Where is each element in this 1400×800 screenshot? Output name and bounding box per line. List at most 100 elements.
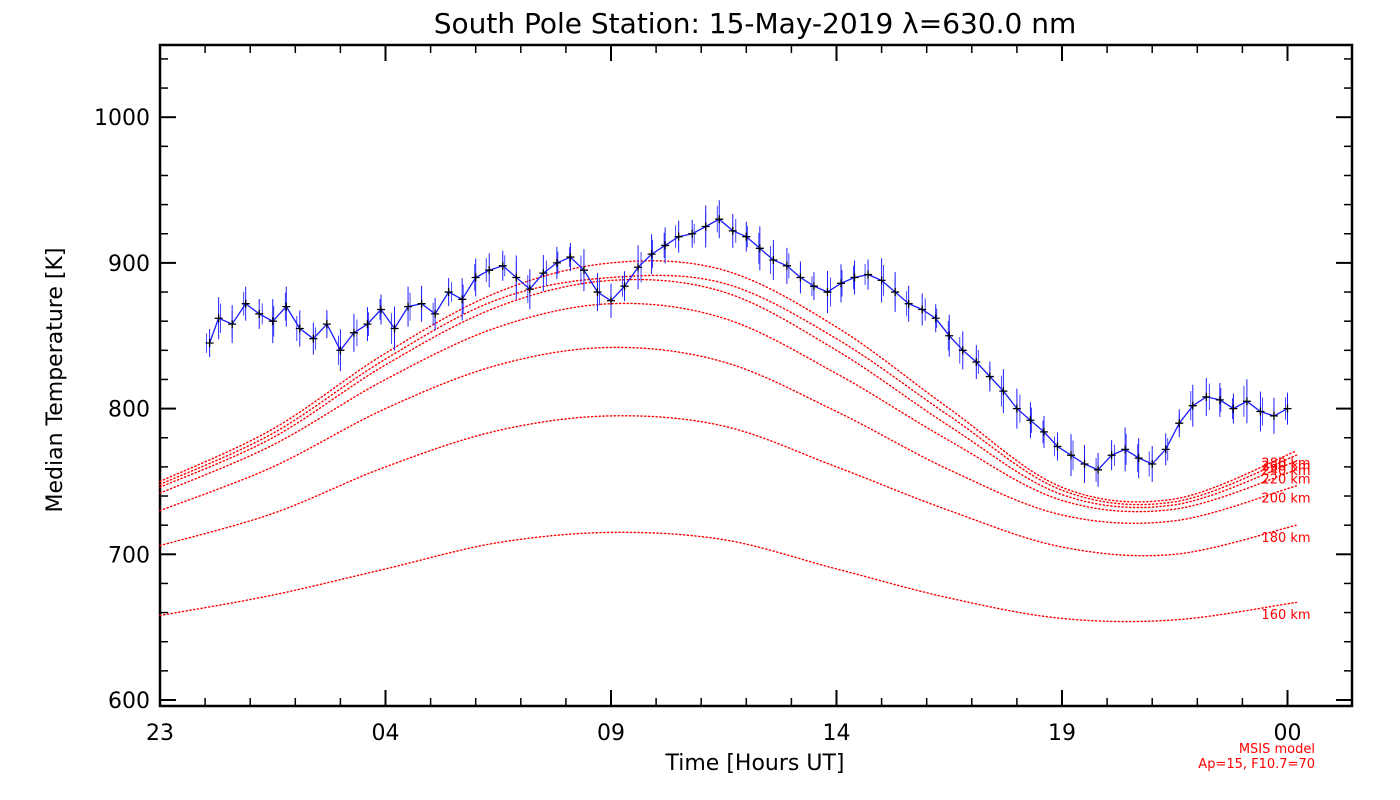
observed-point [1067,451,1076,460]
observed-point [322,320,331,329]
observed-point [1229,404,1238,413]
observed-point [1256,407,1265,416]
observed-point [566,253,575,262]
observed-point [1283,404,1292,413]
observed-point [295,324,304,333]
plot-frame [158,43,1354,708]
observed-point [864,270,873,279]
x-tick-label: 04 [372,721,400,746]
y-axis-label: Median Temperature [K] [43,248,68,513]
observed-point [336,346,345,355]
axes-group: 23 04 09 14 19 00 600 700 800 900 1000 [94,45,1352,746]
observed-point [728,226,737,235]
observed-point [214,314,223,323]
x-axis-label: Time [Hours UT] [665,751,845,776]
model-label-160-km: 160 km [1261,608,1310,623]
observed-point [579,266,588,275]
model-curve-180-km [159,415,1298,557]
observed-point [1148,459,1157,468]
observed-point [1134,454,1143,463]
observed-point [809,282,818,291]
observed-point [931,314,940,323]
observed-point [458,295,467,304]
observed-point [1269,411,1278,420]
x-tick-label: 14 [823,721,851,746]
observed-point [918,305,927,314]
x-tick-label: 23 [146,721,174,746]
observed-point [390,324,399,333]
observed-point [999,387,1008,396]
model-curve-240-km [159,278,1298,509]
observed-point [891,288,900,297]
observed-point [525,285,534,294]
observed-point [688,229,697,238]
observed-point [349,328,358,337]
observed-point [539,269,548,278]
observed-point [1026,416,1035,425]
observed-point [1188,401,1197,410]
y-tick-label: 900 [108,252,150,277]
observed-point [1215,395,1224,404]
observed-point [417,299,426,308]
observed-point [607,296,615,305]
observed-point [877,276,886,285]
observed-point [661,241,670,250]
observed-series-group [205,200,1292,487]
observed-point [1107,451,1116,460]
observed-point [674,232,683,241]
y-tick-label: 700 [108,543,150,568]
observed-point [972,357,981,366]
observed-point [1094,465,1103,474]
observed-point [715,215,724,224]
observed-point [1202,392,1211,401]
model-label-180-km: 180 km [1261,531,1310,546]
model-label-280-km: 280 km [1261,457,1310,472]
model-label-260-km: 260 km [1261,459,1310,474]
observed-point [228,320,237,329]
observed-point [268,317,277,326]
msis-params-note: Ap=15, F10.7=70 [1198,757,1315,772]
model-label-220-km: 220 km [1261,473,1310,488]
observed-point [1039,427,1048,436]
observed-point [823,288,832,297]
model-curve-280-km [159,260,1298,503]
observed-line [208,218,1288,471]
observed-point [593,288,602,297]
observed-point [1121,445,1130,454]
observed-point [485,266,494,275]
observed-point [634,263,643,272]
observed-point [1012,404,1021,413]
observed-point [1161,445,1170,454]
y-tick-label: 600 [108,689,150,714]
observed-point [431,309,440,318]
observed-point [647,250,656,259]
observed-point [769,255,778,264]
chart-title: South Pole Station: 15-May-2019 λ=630.0 … [434,7,1077,40]
observed-point [958,346,967,355]
observed-point [620,282,629,291]
observed-point [742,232,751,241]
observed-point [498,261,507,270]
model-label-240-km: 240 km [1261,464,1310,479]
observed-point [282,302,291,311]
x-tick-label: 09 [597,721,625,746]
observed-point [904,299,913,308]
observed-point [205,339,214,348]
observed-point [241,299,250,308]
model-curve-200-km [159,346,1298,525]
observed-point [363,320,372,329]
observed-point [512,273,521,282]
observed-point [837,279,846,288]
model-curve-160-km [159,531,1298,623]
model-curve-220-km [159,302,1298,513]
x-tick-label: 00 [1274,721,1302,746]
msis-model-note: MSIS model [1239,742,1315,757]
observed-point [796,273,805,282]
model-label-200-km: 200 km [1261,491,1310,506]
y-tick-label: 1000 [94,106,150,131]
observed-point [309,334,318,343]
x-tick-label: 19 [1048,721,1076,746]
observed-point [255,309,264,318]
